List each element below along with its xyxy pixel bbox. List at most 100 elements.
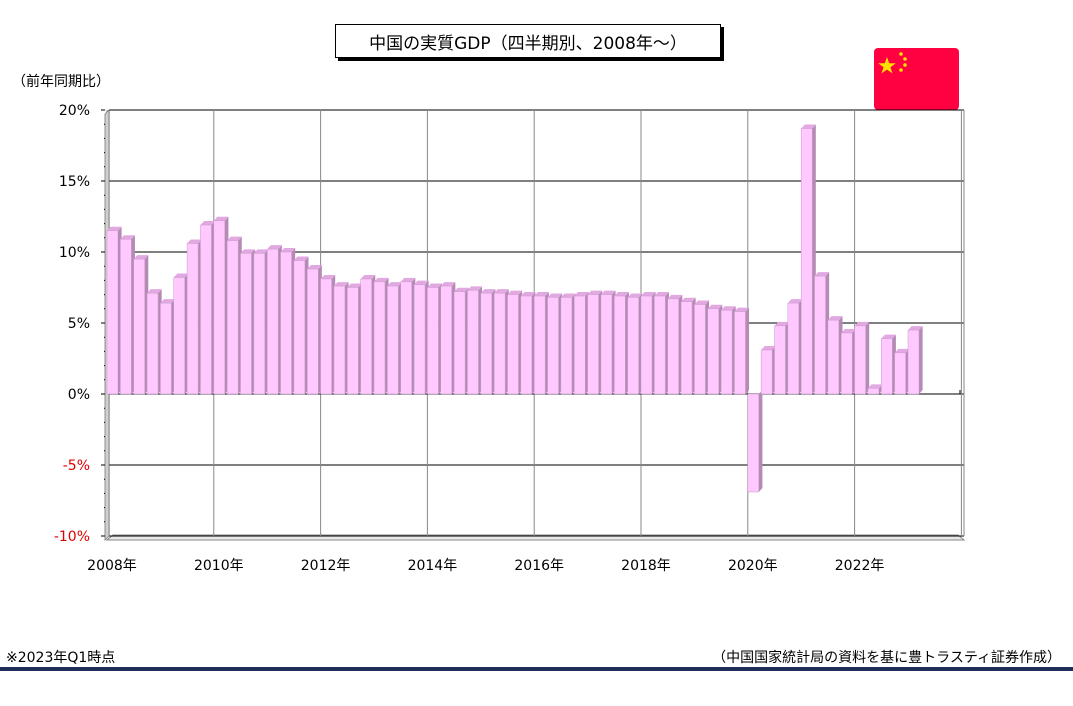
x-tick-label: 2022年 (835, 558, 885, 574)
bar-front (493, 292, 506, 395)
bar (547, 293, 563, 395)
bar-front (694, 304, 706, 395)
bar (427, 283, 442, 395)
bar-top (307, 265, 322, 270)
x-tick-label: 2018年 (621, 558, 671, 574)
bar-top (908, 326, 923, 331)
bar-side (865, 321, 870, 394)
bar (480, 289, 496, 395)
bar-top (654, 292, 669, 297)
bar-front (627, 297, 639, 395)
bar (493, 289, 509, 395)
bar-front (867, 388, 880, 395)
bar-front (774, 325, 786, 395)
bar-top (200, 221, 216, 226)
bar-top (681, 297, 696, 302)
bar-top (801, 124, 816, 129)
bar-top (267, 245, 282, 250)
bar-front (841, 332, 853, 395)
flag-small-star (899, 68, 903, 72)
bar-front (827, 319, 840, 395)
bar-front (507, 294, 519, 395)
bar-top (734, 307, 750, 312)
bar-top (374, 277, 389, 282)
bar-front (387, 285, 399, 395)
bottom-rule (0, 667, 1073, 671)
footnote-source: （中国国家統計局の資料を基に豊トラスティ証券作成） (712, 650, 1061, 666)
bar (387, 282, 402, 395)
y-tick-label: 15% (59, 174, 90, 190)
bar (373, 277, 389, 395)
bar (760, 345, 776, 395)
bar (680, 297, 696, 395)
bar-top (641, 292, 656, 297)
y-axis-unit-label: （前年同期比） (12, 74, 110, 90)
bar-top (894, 348, 910, 353)
y-tick-labels: 20% 15% 10% 5% 0% -5% -10% (54, 103, 90, 545)
bar-front (881, 338, 893, 395)
china-flag-icon (874, 48, 959, 110)
bar (106, 226, 122, 395)
bar (226, 236, 242, 395)
bar-front (106, 230, 119, 395)
bar (747, 390, 763, 493)
bar (280, 248, 296, 395)
bar-front (347, 287, 359, 395)
bar-top (480, 289, 496, 294)
bar (640, 292, 656, 395)
bar (720, 306, 736, 395)
bar (841, 328, 856, 395)
bar-front (320, 278, 332, 395)
bar-top (133, 255, 149, 260)
bar-top (881, 334, 896, 339)
chart-title: 中国の実質GDP（四半期別、2008年～） (335, 24, 721, 58)
bar-front (400, 281, 412, 395)
bar-top (614, 292, 629, 297)
chart-bars (106, 124, 923, 493)
bar-top (160, 299, 175, 304)
bar (360, 274, 376, 395)
bar-top (387, 282, 402, 287)
bar (520, 292, 536, 395)
y-tick-label: -5% (63, 458, 90, 474)
bar (213, 216, 229, 395)
bar-front (533, 295, 546, 395)
bar-front (547, 297, 559, 395)
bar-top (827, 316, 843, 321)
x-tick-label: 2012年 (301, 558, 351, 574)
bar-top (814, 272, 830, 277)
bar (333, 282, 349, 395)
bar (266, 245, 282, 395)
bar (694, 300, 709, 395)
bar (467, 286, 483, 395)
flag-small-star (903, 63, 907, 67)
bar-front (720, 309, 733, 395)
bar-top (574, 292, 589, 297)
bar-front (373, 281, 386, 395)
x-tick-labels: 2008年 2010年 2012年 2014年 2016年 2018年 2020年 2022年 (87, 558, 884, 574)
bar (854, 321, 870, 395)
bar-front (266, 248, 279, 395)
bar-front (467, 290, 479, 395)
y-tick-label: 10% (59, 245, 90, 261)
bar-front (173, 277, 185, 395)
bar-side (919, 326, 923, 394)
bar (560, 293, 576, 395)
bar (173, 273, 189, 395)
bar (827, 316, 843, 395)
bar-front (640, 295, 653, 395)
bar-top (293, 256, 309, 261)
bar-top (147, 289, 162, 294)
bar-front (800, 128, 813, 395)
bar (774, 321, 790, 395)
bar (186, 239, 202, 395)
bar-top (507, 290, 523, 295)
bar-front (680, 301, 693, 395)
bar-top (587, 290, 603, 295)
bar (654, 292, 669, 395)
bar-top (721, 306, 736, 311)
bar-front (854, 325, 866, 395)
bar-top (774, 321, 790, 326)
bar-front (360, 278, 372, 395)
bar (881, 334, 896, 395)
